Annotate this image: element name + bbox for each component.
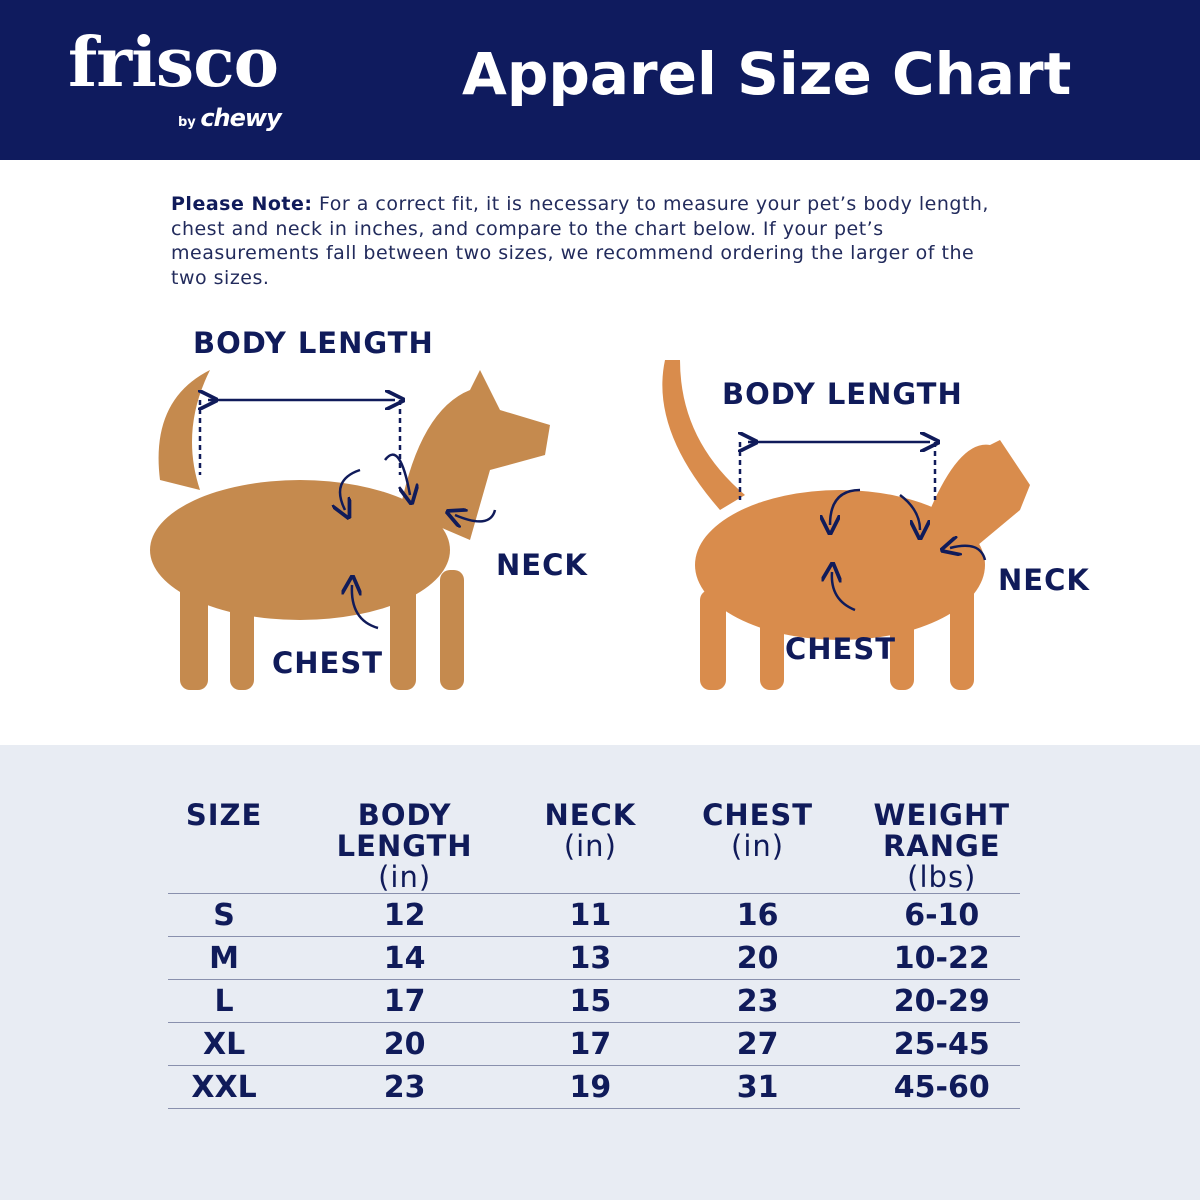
header-weight-range: WEIGHT RANGE (lbs) xyxy=(873,798,1010,894)
table-cell: 45-60 xyxy=(863,1065,1020,1109)
table-cell: 20 xyxy=(651,936,864,980)
header-size: SIZE xyxy=(185,798,263,832)
measurement-illustration: BODY LENGTH NECK CHEST BODY LENGTH NECK … xyxy=(0,310,1200,745)
dog-body-length-label: BODY LENGTH xyxy=(193,326,434,360)
cat-neck-label: NECK xyxy=(998,563,1090,597)
table-cell: 16 xyxy=(651,893,864,937)
table-cell: 12 xyxy=(280,893,530,937)
frisco-logo: frisco by chewy xyxy=(68,23,282,132)
cat-chest-label: CHEST xyxy=(785,632,897,666)
table-row: S 12 11 16 6-10 xyxy=(168,893,1020,937)
table-cell: 20-29 xyxy=(863,979,1020,1023)
table-cell: L xyxy=(168,979,281,1023)
size-table: SIZE BODY LENGTH (in) NECK (in) CHEST (in) … xyxy=(168,800,1020,1109)
dog-image xyxy=(150,370,550,690)
pet-silhouettes xyxy=(150,360,1030,690)
header-chest: CHEST (in) xyxy=(702,798,814,863)
table-cell: XL xyxy=(168,1022,281,1066)
table-row: XL 20 17 27 25-45 xyxy=(168,1022,1020,1066)
table-header-row: SIZE BODY LENGTH (in) NECK (in) CHEST (in) … xyxy=(168,800,1020,894)
cat-body-length-label: BODY LENGTH xyxy=(722,377,963,411)
table-cell: 20 xyxy=(280,1022,530,1066)
table-cell: 17 xyxy=(529,1022,652,1066)
table-cell: 23 xyxy=(280,1065,530,1109)
table-cell: 23 xyxy=(651,979,864,1023)
header: frisco by chewy Apparel Size Chart xyxy=(0,0,1200,160)
table-cell: 19 xyxy=(529,1065,652,1109)
table-cell: 14 xyxy=(280,936,530,980)
table-row: XXL 23 19 31 45-60 xyxy=(168,1065,1020,1109)
table-cell: 27 xyxy=(651,1022,864,1066)
page-title: Apparel Size Chart xyxy=(462,40,1072,108)
table-cell: 11 xyxy=(529,893,652,937)
dog-chest-label: CHEST xyxy=(272,646,384,680)
table-cell: 15 xyxy=(529,979,652,1023)
table-row: L 17 15 23 20-29 xyxy=(168,979,1020,1023)
table-cell: 17 xyxy=(280,979,530,1023)
fit-note: Please Note: For a correct fit, it is ne… xyxy=(171,193,989,289)
header-neck: NECK (in) xyxy=(544,798,637,863)
dog-neck-label: NECK xyxy=(496,548,588,582)
table-cell: XXL xyxy=(168,1065,281,1109)
table-cell: 10-22 xyxy=(863,936,1020,980)
table-cell: 13 xyxy=(529,936,652,980)
table-cell: 6-10 xyxy=(863,893,1020,937)
header-body-length: BODY LENGTH (in) xyxy=(336,798,473,894)
table-row: M 14 13 20 10-22 xyxy=(168,936,1020,980)
table-cell: 31 xyxy=(651,1065,864,1109)
measure-lines xyxy=(200,400,987,630)
table-cell: 25-45 xyxy=(863,1022,1020,1066)
table-cell: S xyxy=(168,893,281,937)
table-cell: M xyxy=(168,936,281,980)
